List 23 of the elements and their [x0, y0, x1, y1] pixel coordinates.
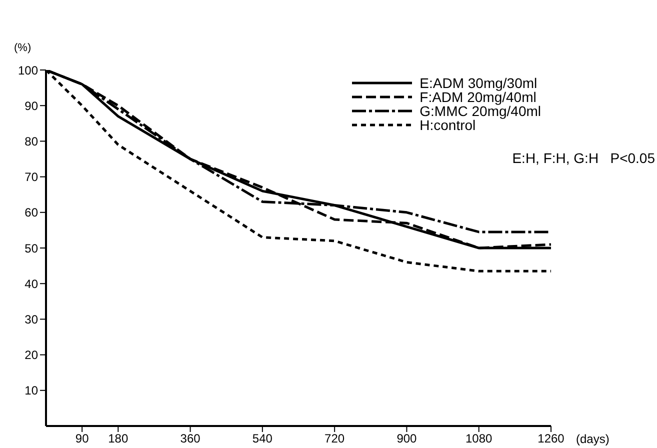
y-tick-label: 70 [24, 170, 38, 184]
x-tick-label: 720 [324, 432, 345, 446]
x-tick-label: 360 [180, 432, 201, 446]
y-tick-label: 100 [18, 63, 38, 78]
annotation: E:H, F:H, G:H P<0.05 [512, 150, 655, 166]
x-axis-title: (days) [576, 432, 610, 446]
y-tick-label: 80 [24, 134, 38, 148]
x-tick-label: 1260 [538, 432, 565, 446]
x-tick-label: 1080 [466, 432, 493, 446]
y-tick-label: 20 [24, 348, 38, 362]
y-tick-label: 30 [24, 312, 38, 326]
x-tick-label: 90 [75, 432, 90, 446]
y-tick-label: 10 [24, 384, 38, 398]
x-tick-label: 180 [108, 432, 128, 446]
legend-label: H:control [420, 117, 476, 133]
x-tick-label: 900 [396, 432, 418, 446]
y-axis-title: (%) [14, 42, 32, 54]
y-tick-label: 60 [24, 206, 38, 220]
y-tick-label: 90 [24, 98, 38, 113]
y-tick-label: 50 [24, 241, 38, 256]
x-tick-label: 540 [252, 432, 273, 446]
y-tick-label: 40 [24, 276, 38, 291]
legend-label: E:ADM 30mg/30ml [420, 75, 538, 91]
